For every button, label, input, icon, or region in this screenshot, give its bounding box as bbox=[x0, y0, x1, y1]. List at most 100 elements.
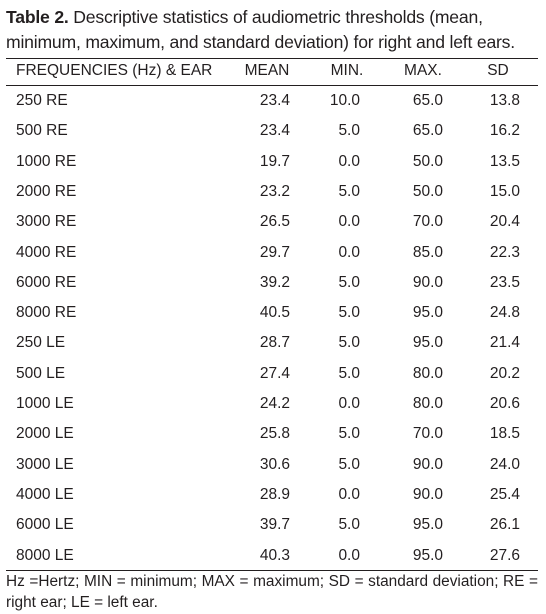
cell-frequency-ear: 8000 RE bbox=[16, 304, 77, 322]
table-top-rule bbox=[6, 58, 538, 59]
cell-mean: 40.5 bbox=[259, 304, 290, 322]
cell-sd: 13.5 bbox=[489, 152, 520, 170]
cell-frequency-ear: 2000 RE bbox=[16, 182, 77, 200]
cell-mean: 28.7 bbox=[259, 334, 290, 352]
table-caption-text: Descriptive statistics of audiometric th… bbox=[6, 7, 515, 52]
cell-sd: 24.8 bbox=[489, 304, 520, 322]
cell-max: 95.0 bbox=[412, 304, 443, 322]
table-header-rule bbox=[6, 85, 538, 86]
cell-max: 95.0 bbox=[412, 516, 443, 534]
cell-max: 80.0 bbox=[412, 364, 443, 382]
cell-frequency-ear: 8000 LE bbox=[16, 546, 74, 564]
table-row: 500 RE 23.4 5.0 65.0 16.2 bbox=[6, 116, 538, 146]
cell-frequency-ear: 250 RE bbox=[16, 92, 68, 109]
cell-min: 0.0 bbox=[338, 395, 360, 412]
cell-frequency-ear: 4000 LE bbox=[16, 485, 74, 503]
cell-mean: 23.2 bbox=[259, 182, 290, 200]
table-row: 2000 LE 25.8 5.0 70.0 18.5 bbox=[6, 419, 538, 449]
header-frequency-ear: FREQUENCIES (Hz) & EAR bbox=[16, 62, 213, 79]
cell-max: 90.0 bbox=[412, 455, 443, 473]
table-row: 3000 LE 30.6 5.0 90.0 24.0 bbox=[6, 450, 538, 480]
table-row: 8000 LE 40.3 0.0 95.0 27.6 bbox=[6, 541, 538, 571]
cell-frequency-ear: 250 LE bbox=[16, 334, 66, 352]
cell-sd: 13.8 bbox=[489, 92, 520, 109]
cell-max: 90.0 bbox=[412, 273, 443, 291]
cell-min: 0.0 bbox=[338, 152, 360, 170]
cell-min: 5.0 bbox=[338, 516, 360, 534]
cell-frequency-ear: 1000 LE bbox=[16, 395, 74, 412]
cell-frequency-ear: 6000 LE bbox=[16, 516, 74, 534]
cell-sd: 20.6 bbox=[489, 395, 520, 412]
cell-mean: 40.3 bbox=[259, 546, 290, 564]
header-sd: SD bbox=[487, 62, 509, 79]
cell-min: 5.0 bbox=[338, 364, 360, 382]
cell-min: 0.0 bbox=[338, 243, 360, 261]
table-row: 250 RE 23.4 10.0 65.0 13.8 bbox=[6, 86, 538, 116]
cell-sd: 20.4 bbox=[489, 213, 520, 231]
table-row: 4000 LE 28.9 0.0 90.0 25.4 bbox=[6, 480, 538, 510]
table-row: 6000 LE 39.7 5.0 95.0 26.1 bbox=[6, 510, 538, 540]
table-row: 1000 RE 19.7 0.0 50.0 13.5 bbox=[6, 147, 538, 177]
cell-mean: 25.8 bbox=[259, 425, 290, 443]
cell-max: 85.0 bbox=[412, 243, 443, 261]
cell-mean: 29.7 bbox=[259, 243, 290, 261]
table-header-row: FREQUENCIES (Hz) & EAR MEAN MIN. MAX. SD bbox=[6, 57, 538, 85]
cell-max: 70.0 bbox=[412, 213, 443, 231]
cell-min: 10.0 bbox=[329, 92, 360, 109]
cell-frequency-ear: 3000 RE bbox=[16, 213, 77, 231]
cell-sd: 26.1 bbox=[489, 516, 520, 534]
cell-max: 95.0 bbox=[412, 546, 443, 564]
cell-sd: 21.4 bbox=[489, 334, 520, 352]
cell-mean: 26.5 bbox=[259, 213, 290, 231]
cell-sd: 24.0 bbox=[489, 455, 520, 473]
table-row: 3000 RE 26.5 0.0 70.0 20.4 bbox=[6, 207, 538, 237]
cell-mean: 23.4 bbox=[259, 92, 290, 109]
cell-min: 5.0 bbox=[338, 304, 360, 322]
header-mean: MEAN bbox=[244, 62, 290, 79]
cell-mean: 39.7 bbox=[259, 516, 290, 534]
header-max: MAX. bbox=[404, 62, 442, 79]
cell-min: 5.0 bbox=[338, 273, 360, 291]
cell-max: 70.0 bbox=[412, 425, 443, 443]
header-min: MIN. bbox=[330, 62, 364, 79]
cell-frequency-ear: 1000 RE bbox=[16, 152, 77, 170]
cell-max: 65.0 bbox=[412, 122, 443, 140]
cell-max: 50.0 bbox=[412, 152, 443, 170]
cell-mean: 28.9 bbox=[259, 485, 290, 503]
cell-sd: 23.5 bbox=[489, 273, 520, 291]
cell-mean: 39.2 bbox=[259, 273, 290, 291]
table-row: 500 LE 27.4 5.0 80.0 20.2 bbox=[6, 359, 538, 389]
table-row: 250 LE 28.7 5.0 95.0 21.4 bbox=[6, 328, 538, 358]
cell-min: 5.0 bbox=[338, 334, 360, 352]
cell-sd: 16.2 bbox=[489, 122, 520, 140]
cell-min: 5.0 bbox=[338, 122, 360, 140]
cell-frequency-ear: 6000 RE bbox=[16, 273, 77, 291]
cell-sd: 22.3 bbox=[489, 243, 520, 261]
table-row: 8000 RE 40.5 5.0 95.0 24.8 bbox=[6, 298, 538, 328]
cell-frequency-ear: 4000 RE bbox=[16, 243, 77, 261]
cell-min: 0.0 bbox=[338, 213, 360, 231]
cell-mean: 19.7 bbox=[259, 152, 290, 170]
cell-sd: 20.2 bbox=[489, 364, 520, 382]
cell-frequency-ear: 500 RE bbox=[16, 122, 68, 140]
cell-max: 90.0 bbox=[412, 485, 443, 503]
cell-max: 50.0 bbox=[412, 182, 443, 200]
cell-max: 65.0 bbox=[412, 92, 443, 109]
cell-min: 5.0 bbox=[338, 425, 360, 443]
cell-mean: 27.4 bbox=[259, 364, 290, 382]
cell-min: 5.0 bbox=[338, 182, 360, 200]
cell-sd: 18.5 bbox=[489, 425, 520, 443]
cell-min: 0.0 bbox=[338, 485, 360, 503]
table-row: 2000 RE 23.2 5.0 50.0 15.0 bbox=[6, 177, 538, 207]
cell-sd: 25.4 bbox=[489, 485, 520, 503]
cell-max: 95.0 bbox=[412, 334, 443, 352]
cell-min: 5.0 bbox=[338, 455, 360, 473]
cell-mean: 23.4 bbox=[259, 122, 290, 140]
table-row: 6000 RE 39.2 5.0 90.0 23.5 bbox=[6, 268, 538, 298]
cell-sd: 27.6 bbox=[489, 546, 520, 564]
cell-frequency-ear: 3000 LE bbox=[16, 455, 74, 473]
cell-frequency-ear: 500 LE bbox=[16, 364, 66, 382]
cell-sd: 15.0 bbox=[489, 182, 520, 200]
table-caption: Table 2. Descriptive statistics of audio… bbox=[6, 5, 540, 55]
table-caption-label: Table 2. bbox=[6, 7, 69, 27]
